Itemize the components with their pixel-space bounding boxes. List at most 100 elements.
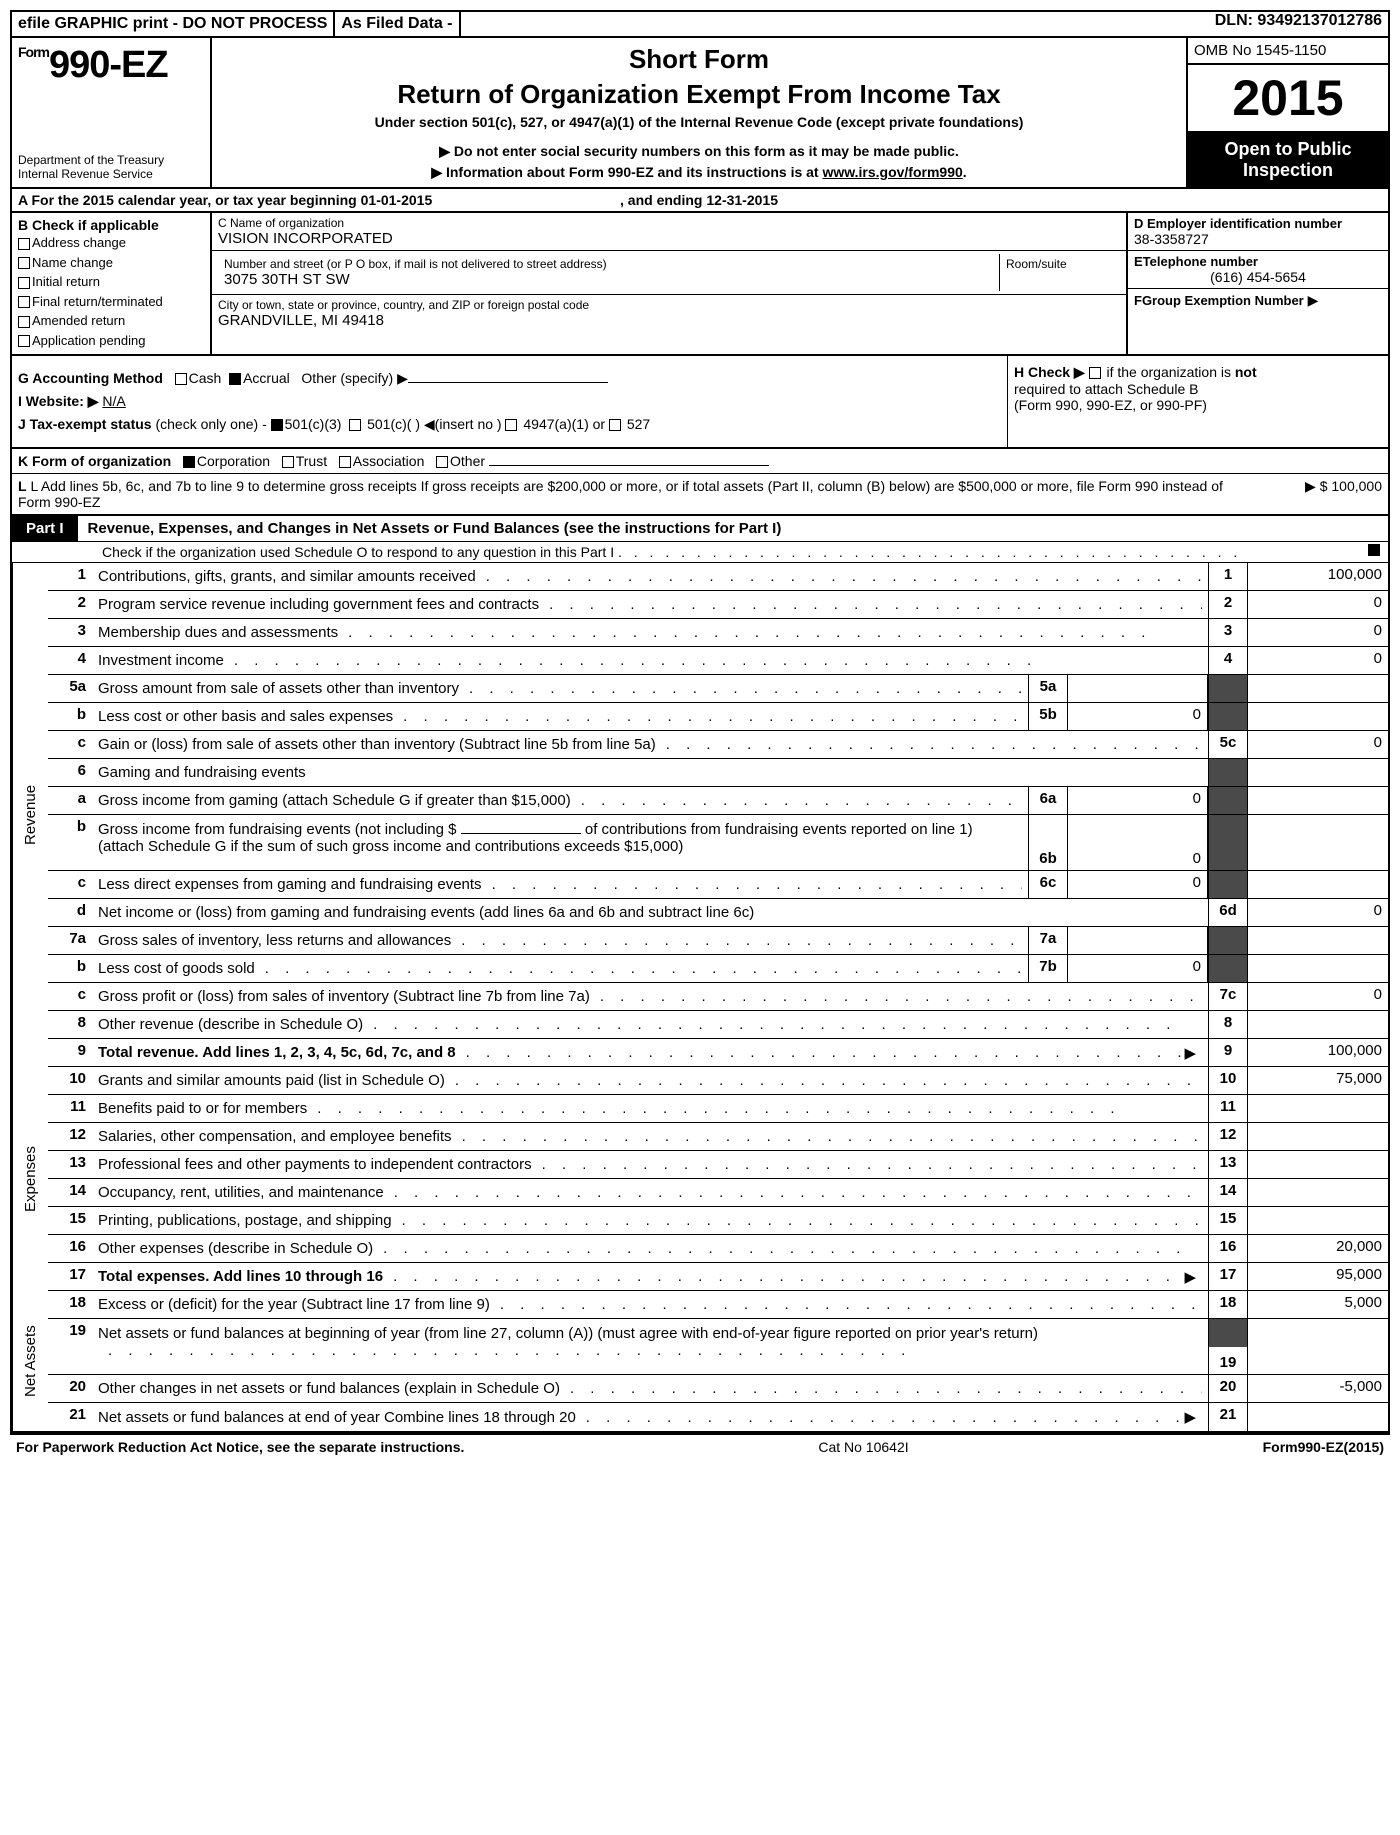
j-label: J Tax-exempt status (18, 416, 152, 432)
g-line: G Accounting Method Cash Accrual Other (… (18, 370, 1001, 387)
footer-right: Form990-EZ(2015) (1263, 1439, 1384, 1455)
line-6b: b Gross income from fundraising events (… (48, 815, 1388, 871)
checkbox-icon[interactable] (18, 316, 30, 328)
d-val: 38-3358727 (1134, 231, 1382, 247)
checkbox-icon[interactable] (18, 238, 30, 250)
part1-header: Part I Revenue, Expenses, and Changes in… (12, 516, 1388, 542)
efile-notice: efile GRAPHIC print - DO NOT PROCESS (12, 12, 335, 36)
c-city-label: City or town, state or province, country… (218, 298, 1120, 312)
i-label: I Website: ▶ (18, 393, 99, 409)
page-footer: For Paperwork Reduction Act Notice, see … (10, 1435, 1390, 1459)
part1-title: Revenue, Expenses, and Changes in Net As… (88, 516, 782, 541)
f-group: FGroup Exemption Number ▶ (1128, 289, 1388, 354)
top-bar: efile GRAPHIC print - DO NOT PROCESS As … (12, 12, 1388, 38)
line-7a: 7a Gross sales of inventory, less return… (48, 927, 1388, 955)
l-text: L L Add lines 5b, 6c, and 7b to line 9 t… (18, 478, 1232, 510)
line-10: 10 Grants and similar amounts paid (list… (48, 1067, 1388, 1095)
j-insert: (insert no ) (435, 416, 502, 432)
k-trust: Trust (296, 453, 327, 469)
top-blank (461, 12, 1215, 36)
dept-irs: Internal Revenue Service (18, 167, 204, 181)
netassets-section: Net Assets 18 Excess or (deficit) for th… (12, 1291, 1388, 1433)
checkbox-icon[interactable] (18, 277, 30, 289)
dept-treasury: Department of the Treasury (18, 153, 204, 167)
short-form-label: Short Form (220, 44, 1178, 75)
k-assoc: Association (353, 453, 425, 469)
c-city-val: GRANDVILLE, MI 49418 (218, 312, 1120, 329)
line-12: 12 Salaries, other compensation, and emp… (48, 1123, 1388, 1151)
checkbox-icon[interactable] (1089, 367, 1101, 379)
b-item-4[interactable]: Amended return (18, 311, 204, 331)
checkbox-checked-icon[interactable] (183, 456, 195, 468)
line-19: 19 Net assets or fund balances at beginn… (48, 1319, 1388, 1375)
side-expenses: Expenses (12, 1067, 48, 1291)
6b-blank[interactable] (461, 833, 581, 834)
checkbox-icon[interactable] (18, 335, 30, 347)
k-other-blank[interactable] (489, 465, 769, 466)
g-accrual: Accrual (243, 370, 290, 386)
title-block: Form990-EZ Department of the Treasury In… (12, 38, 1388, 189)
b-item-2[interactable]: Initial return (18, 272, 204, 292)
f-arrow: ▶ (1308, 292, 1319, 308)
part1-label: Part I (12, 516, 78, 541)
instr-link-line: ▶ Information about Form 990-EZ and its … (220, 164, 1178, 181)
j-a1: 4947(a)(1) or (523, 416, 605, 432)
col-c: C Name of organization VISION INCORPORAT… (212, 213, 1128, 354)
checkbox-icon[interactable] (18, 257, 30, 269)
k-other: Other (450, 453, 485, 469)
title-left: Form990-EZ Department of the Treasury In… (12, 38, 212, 187)
j-note: (check only one) - (155, 416, 266, 432)
h-line1: H Check ▶ if the organization is not (1014, 364, 1382, 381)
form-number: Form990-EZ (18, 44, 204, 87)
dln-label: DLN: (1215, 12, 1253, 29)
dept-block: Department of the Treasury Internal Reve… (18, 153, 204, 181)
dln-value: 93492137012786 (1257, 12, 1382, 29)
omb-number: OMB No 1545-1150 (1188, 38, 1388, 65)
b-item-3[interactable]: Final return/terminated (18, 292, 204, 312)
checkbox-icon[interactable] (609, 419, 621, 431)
checkbox-icon[interactable] (436, 456, 448, 468)
b-item-0[interactable]: Address change (18, 233, 204, 253)
a-mid: , and ending (620, 192, 706, 208)
g-other: Other (specify) (301, 370, 393, 386)
g-label: G Accounting Method (18, 370, 163, 386)
a-prefix: A For the 2015 calendar year, or tax yea… (18, 192, 361, 208)
open-line1: Open to Public (1192, 139, 1384, 160)
a-end: 12-31-2015 (706, 192, 778, 208)
open-public: Open to Public Inspection (1188, 133, 1388, 187)
h-block: H Check ▶ if the organization is not req… (1008, 356, 1388, 447)
b-item-5[interactable]: Application pending (18, 331, 204, 351)
b-item-1[interactable]: Name change (18, 253, 204, 273)
instr-ssn: Do not enter social security numbers on … (220, 143, 1178, 160)
checkbox-icon[interactable] (505, 419, 517, 431)
instr2-link[interactable]: www.irs.gov/form990 (822, 164, 962, 180)
line-17: 17 Total expenses. Add lines 10 through … (48, 1263, 1388, 1291)
line-18: 18 Excess or (deficit) for the year (Sub… (48, 1291, 1388, 1319)
line-6: 6 Gaming and fundraising events (48, 759, 1388, 787)
checkbox-checked-icon[interactable] (229, 373, 241, 385)
g-other-blank[interactable] (408, 382, 608, 383)
line-6c: c Less direct expenses from gaming and f… (48, 871, 1388, 899)
k-line: K Form of organization Corporation Trust… (12, 449, 1388, 474)
return-title: Return of Organization Exempt From Incom… (220, 79, 1178, 110)
form-990ez: efile GRAPHIC print - DO NOT PROCESS As … (10, 10, 1390, 1435)
c-street-row: Number and street (or P O box, if mail i… (212, 251, 1126, 295)
d-ein: D Employer identification number 38-3358… (1128, 213, 1388, 251)
c-name: C Name of organization VISION INCORPORAT… (212, 213, 1126, 251)
checkbox-icon[interactable] (18, 296, 30, 308)
checkbox-checked-icon[interactable] (1368, 544, 1380, 556)
h-line3: (Form 990, 990-EZ, or 990-PF) (1014, 397, 1382, 413)
checkbox-icon[interactable] (339, 456, 351, 468)
g-cash: Cash (189, 370, 222, 386)
line-5a: 5a Gross amount from sale of assets othe… (48, 675, 1388, 703)
dln: DLN: 93492137012786 (1215, 12, 1388, 36)
instr2-pre: Information about Form 990-EZ and its in… (446, 164, 822, 180)
col-def: D Employer identification number 38-3358… (1128, 213, 1388, 354)
section-a: A For the 2015 calendar year, or tax yea… (12, 189, 1388, 213)
checkbox-icon[interactable] (282, 456, 294, 468)
ghij-block: G Accounting Method Cash Accrual Other (… (12, 356, 1388, 449)
checkbox-icon[interactable] (175, 373, 187, 385)
checkbox-checked-icon[interactable] (271, 419, 283, 431)
f-label: FGroup Exemption Number (1134, 293, 1304, 308)
checkbox-icon[interactable] (349, 419, 361, 431)
